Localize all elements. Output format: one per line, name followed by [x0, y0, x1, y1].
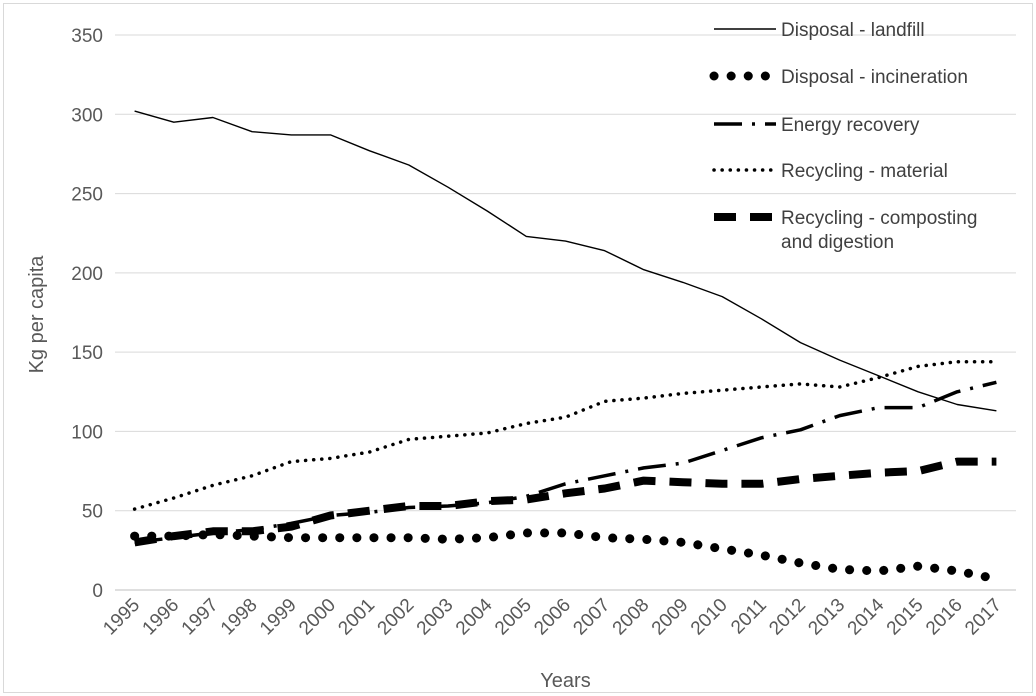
x-tick-label: 1999 — [256, 595, 301, 640]
y-tick-label: 350 — [71, 26, 103, 47]
x-tick-label: 2009 — [648, 595, 693, 640]
legend-entry-1: Disposal - incineration — [709, 67, 968, 88]
legend-entry-3: Recycling - material — [712, 161, 948, 182]
series-0 — [134, 110, 997, 412]
x-tick-label: 2000 — [295, 595, 340, 640]
series-1 — [130, 528, 1001, 584]
series-3 — [132, 359, 999, 511]
y-tick-label: 50 — [82, 502, 103, 523]
series-line — [132, 359, 999, 511]
legend-label: Disposal - landfill — [781, 20, 925, 41]
x-tick-label: 2004 — [452, 594, 497, 639]
gridlines — [115, 34, 1016, 591]
x-tick-label: 1998 — [217, 595, 262, 640]
y-tick-label: 300 — [71, 105, 103, 126]
line-chart: 0 50 100 150 200 250 300 350 199519961997199819… — [26, 20, 1016, 692]
x-tick-label: 2016 — [922, 595, 967, 640]
x-tick-label: 1997 — [178, 595, 223, 640]
x-tick-label: 2002 — [374, 595, 419, 640]
x-tick-label: 2003 — [413, 595, 458, 640]
x-tick-label: 2007 — [569, 595, 614, 640]
legend-label: Recycling - composting — [781, 208, 977, 229]
series-line — [130, 528, 1001, 584]
legend-label: Energy recovery — [781, 115, 920, 136]
series-line — [134, 110, 997, 412]
legend: Disposal - landfill Disposal - incinerati… — [709, 20, 977, 253]
legend-entry-4: Recycling - composting and digestion — [714, 208, 977, 253]
x-axis-tick-labels: 1995199619971998199920002001200220032004… — [99, 594, 1006, 639]
series-2 — [134, 380, 997, 545]
x-tick-label: 2005 — [491, 595, 536, 640]
legend-label: Recycling - material — [781, 161, 948, 182]
y-tick-label: 150 — [71, 343, 103, 364]
legend-entry-0: Disposal - landfill — [714, 20, 925, 41]
x-tick-label: 2001 — [334, 595, 379, 640]
x-tick-label: 2014 — [844, 594, 889, 639]
x-tick-label: 2015 — [883, 595, 928, 640]
series-line — [134, 380, 997, 545]
x-tick-label: 2013 — [805, 595, 850, 640]
legend-entry-2: Energy recovery — [714, 115, 920, 136]
chart-frame: 0 50 100 150 200 250 300 350 1995 1996 1997 1998 19… — [3, 3, 1033, 693]
x-axis-title: Years — [540, 670, 590, 692]
y-tick-label: 0 — [92, 581, 103, 602]
x-tick-label: 2017 — [961, 595, 1006, 640]
x-tick-label: 2012 — [765, 595, 810, 640]
x-tick-label: 2010 — [687, 595, 732, 640]
series-lines — [130, 110, 1001, 584]
x-tick-label: 2006 — [530, 595, 575, 640]
legend-label: and digestion — [781, 232, 894, 253]
y-tick-label: 100 — [71, 422, 103, 443]
x-tick-label: 2011 — [727, 595, 771, 639]
y-axis-title: Kg per capita — [26, 255, 48, 374]
series-4 — [133, 457, 997, 547]
x-tick-label: 1996 — [139, 595, 184, 640]
y-axis-tick-labels: 0 50 100 150 200 250 300 350 — [71, 26, 103, 602]
legend-label: Disposal - incineration — [781, 67, 968, 88]
series-line — [133, 457, 997, 547]
x-tick-label: 1995 — [99, 595, 144, 640]
x-tick-label: 2008 — [609, 595, 654, 640]
y-tick-label: 200 — [71, 264, 103, 285]
y-tick-label: 250 — [71, 185, 103, 206]
